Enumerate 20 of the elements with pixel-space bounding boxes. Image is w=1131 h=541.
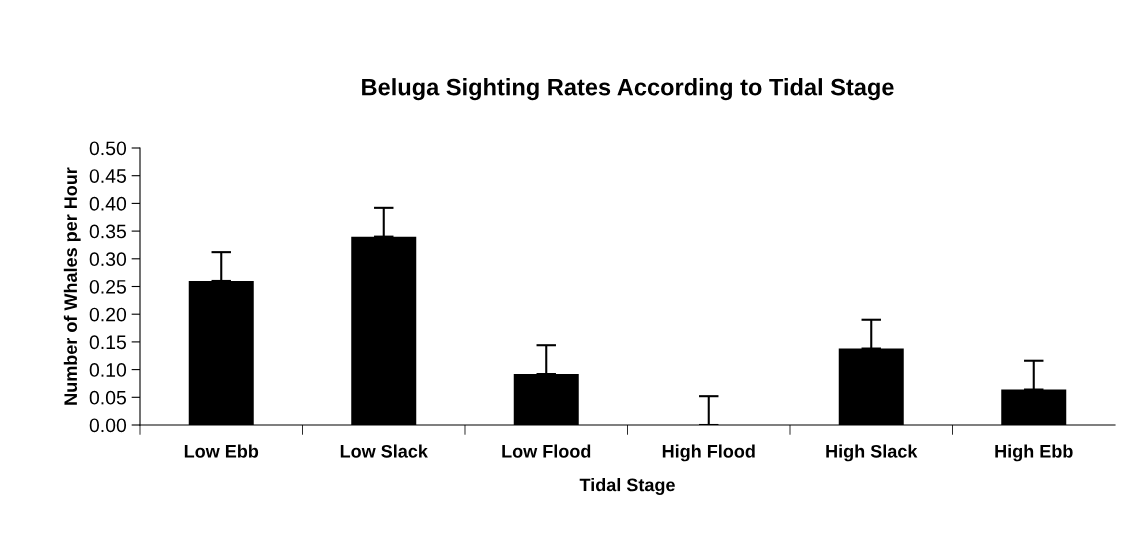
x-tick-label: High Flood: [662, 444, 755, 462]
y-tick-label: 0.45: [89, 169, 126, 183]
y-tick-label: 0.00: [89, 418, 127, 433]
x-tick-label: Low Ebb: [184, 444, 259, 458]
y-tick-label: 0.10: [89, 363, 127, 377]
y-tick-label: 0.40: [89, 196, 127, 211]
x-tick-label: Low Slack: [340, 444, 428, 458]
y-tick-label: 0.50: [89, 141, 127, 156]
x-tick-label: High Ebb: [995, 444, 1073, 462]
y-axis-title: Number of Whales per Hour: [63, 167, 81, 405]
x-tick-label: Low Flood: [502, 444, 591, 458]
y-tick-label: 0.30: [89, 252, 127, 267]
y-tick-label: 0.25: [89, 279, 126, 294]
y-tick-label: 0.20: [89, 307, 127, 322]
y-tick-label: 0.35: [89, 224, 126, 239]
x-tick-label: High Slack: [826, 444, 918, 462]
y-tick-label: 0.05: [89, 390, 126, 405]
x-axis-title: Tidal Stage: [579, 478, 675, 495]
y-tick-label: 0.15: [89, 335, 126, 350]
chart-title: Beluga Sighting Rates According to Tidal Stage: [362, 78, 894, 101]
